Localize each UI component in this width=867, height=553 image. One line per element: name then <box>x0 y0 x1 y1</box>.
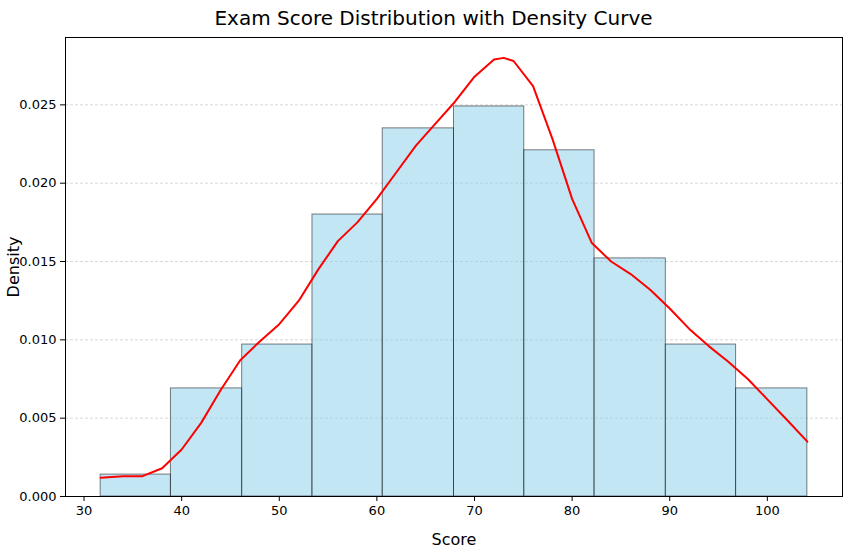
svg-text:50: 50 <box>271 503 288 518</box>
svg-text:Score: Score <box>432 530 477 549</box>
svg-text:100: 100 <box>755 503 780 518</box>
svg-text:0.000: 0.000 <box>19 489 56 504</box>
svg-text:80: 80 <box>564 503 581 518</box>
svg-text:0.015: 0.015 <box>19 254 56 269</box>
html-text:Exam Score Distribution with D: Exam Score Distribution with Density Cur… <box>214 6 653 30</box>
svg-text:Density: Density <box>4 237 23 298</box>
svg-text:60: 60 <box>369 503 386 518</box>
svg-text:0.010: 0.010 <box>19 332 56 347</box>
svg-text:40: 40 <box>173 503 190 518</box>
svg-text:0.020: 0.020 <box>19 175 56 190</box>
svg-text:0.025: 0.025 <box>19 97 56 112</box>
svg-text:30: 30 <box>76 503 93 518</box>
svg-text:90: 90 <box>661 503 678 518</box>
svg-text:0.005: 0.005 <box>19 410 56 425</box>
svg-text:70: 70 <box>466 503 483 518</box>
